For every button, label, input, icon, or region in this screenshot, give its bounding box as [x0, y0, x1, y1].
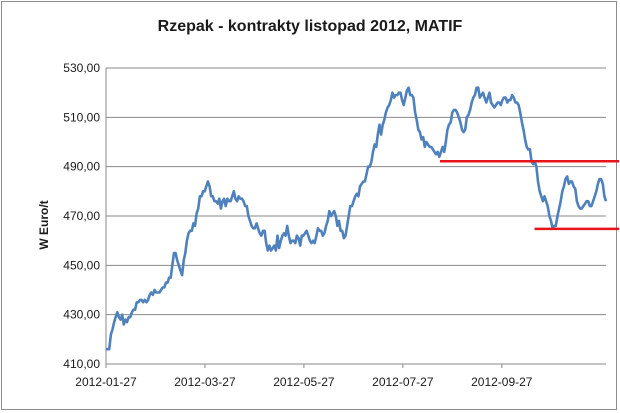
- y-tick-labels: 410,00 430,00 450,00 470,00 490,00 510,00 530,…: [63, 61, 100, 371]
- annotation-lines: [440, 159, 619, 231]
- series-line: [106, 86, 608, 351]
- y-tick-label: 450,00: [63, 258, 100, 272]
- y-tick-label: 430,00: [63, 308, 100, 322]
- y-tick-label: 530,00: [63, 61, 100, 75]
- x-tick-label: 2012-01-27: [75, 375, 137, 389]
- y-tick-label: 410,00: [63, 357, 100, 371]
- y-tick-label: 510,00: [63, 110, 100, 124]
- x-tick-label: 2012-07-27: [372, 375, 434, 389]
- y-axis-label: W Euro/t: [37, 200, 51, 249]
- chart-title: Rzepak - kontrakty listopad 2012, MATIF: [157, 18, 463, 35]
- x-tick-label: 2012-05-27: [273, 375, 335, 389]
- grid-lines: [105, 67, 606, 365]
- x-tick-labels: 2012-01-27 2012-03-27 2012-05-27 2012-07-27…: [75, 364, 533, 389]
- y-tick-label: 470,00: [63, 209, 100, 223]
- x-tick-label: 2012-03-27: [174, 375, 236, 389]
- x-tick-label: 2012-09-27: [471, 375, 533, 389]
- y-tick-label: 490,00: [63, 160, 100, 174]
